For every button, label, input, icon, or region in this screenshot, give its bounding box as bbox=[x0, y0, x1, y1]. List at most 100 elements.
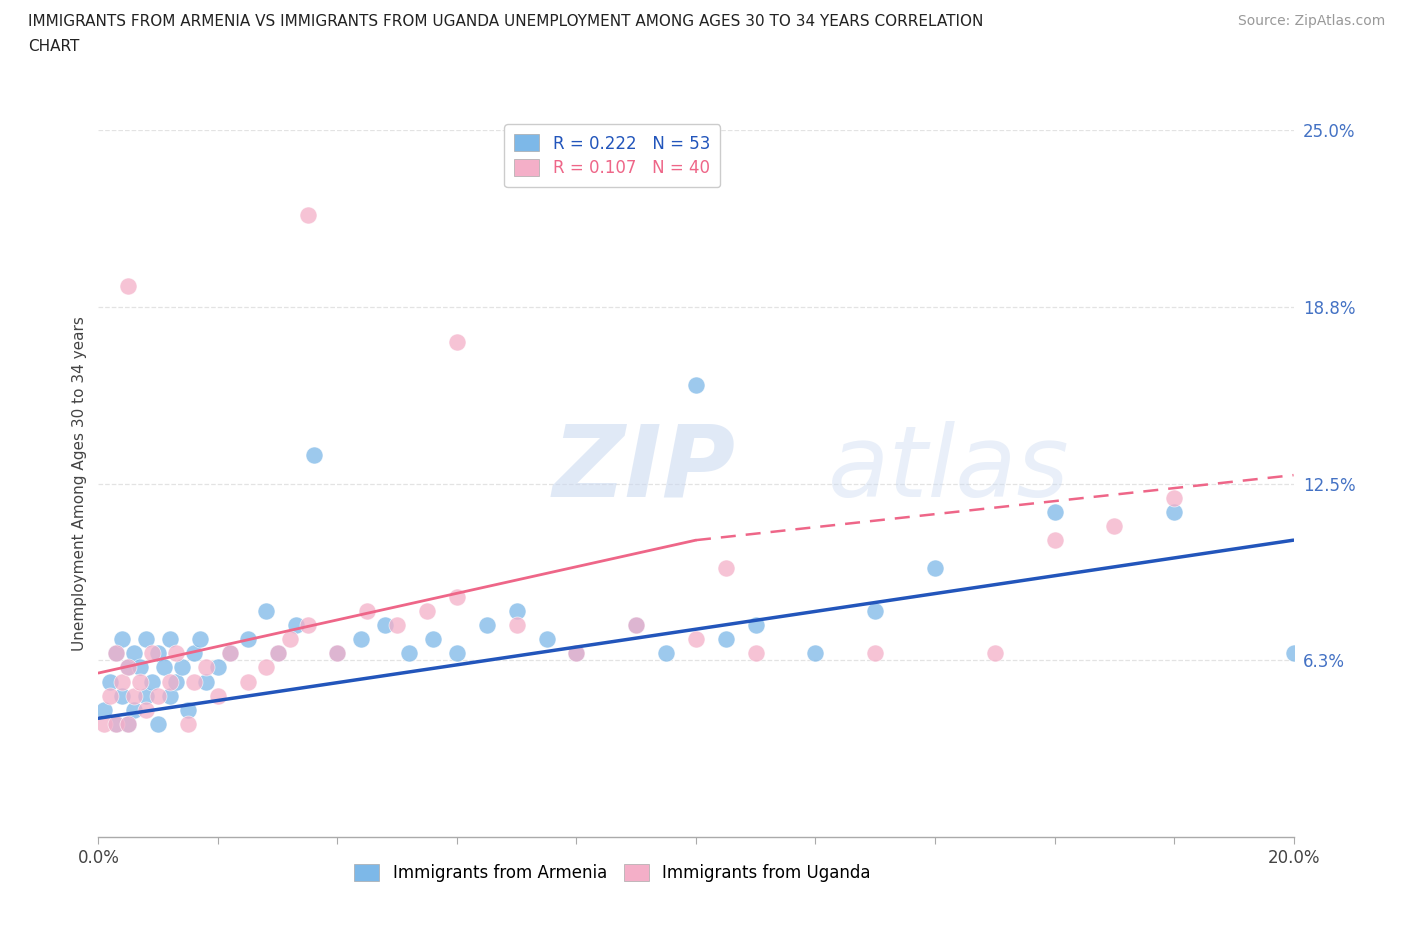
Point bbox=[195, 660, 218, 675]
Point bbox=[207, 660, 229, 675]
Point bbox=[105, 716, 128, 731]
Point bbox=[135, 702, 157, 717]
Point bbox=[236, 674, 259, 689]
Point bbox=[172, 660, 194, 675]
Point bbox=[385, 618, 409, 632]
Point bbox=[117, 660, 139, 675]
Point bbox=[105, 645, 128, 660]
Point bbox=[93, 702, 115, 717]
Point bbox=[1163, 504, 1185, 519]
Point bbox=[117, 716, 139, 731]
Point bbox=[536, 631, 558, 646]
Point bbox=[374, 618, 396, 632]
Point bbox=[100, 674, 122, 689]
Point bbox=[177, 702, 200, 717]
Text: IMMIGRANTS FROM ARMENIA VS IMMIGRANTS FROM UGANDA UNEMPLOYMENT AMONG AGES 30 TO : IMMIGRANTS FROM ARMENIA VS IMMIGRANTS FR… bbox=[28, 14, 983, 29]
Point bbox=[124, 702, 146, 717]
Point bbox=[1043, 533, 1066, 548]
Point bbox=[117, 278, 139, 293]
Point bbox=[267, 645, 290, 660]
Point bbox=[685, 378, 707, 392]
Point bbox=[685, 631, 707, 646]
Point bbox=[129, 674, 152, 689]
Point bbox=[1104, 519, 1126, 534]
Point bbox=[195, 674, 218, 689]
Point bbox=[117, 660, 139, 675]
Point bbox=[148, 716, 170, 731]
Point bbox=[356, 604, 378, 618]
Point bbox=[129, 660, 152, 675]
Point bbox=[148, 645, 170, 660]
Point bbox=[141, 645, 163, 660]
Point bbox=[177, 716, 200, 731]
Point bbox=[135, 631, 157, 646]
Point bbox=[350, 631, 373, 646]
Point bbox=[141, 674, 163, 689]
Text: atlas: atlas bbox=[827, 421, 1069, 518]
Point bbox=[924, 561, 946, 576]
Point bbox=[219, 645, 242, 660]
Point bbox=[165, 674, 187, 689]
Y-axis label: Unemployment Among Ages 30 to 34 years: Unemployment Among Ages 30 to 34 years bbox=[72, 316, 87, 651]
Point bbox=[135, 688, 157, 703]
Point bbox=[117, 716, 139, 731]
Point bbox=[267, 645, 290, 660]
Point bbox=[475, 618, 498, 632]
Point bbox=[111, 688, 134, 703]
Point bbox=[105, 645, 128, 660]
Point bbox=[183, 645, 205, 660]
Text: ZIP: ZIP bbox=[553, 421, 735, 518]
Point bbox=[326, 645, 349, 660]
Point bbox=[984, 645, 1007, 660]
Point bbox=[254, 604, 277, 618]
Point bbox=[124, 645, 146, 660]
Point bbox=[100, 688, 122, 703]
Point bbox=[93, 716, 115, 731]
Point bbox=[326, 645, 349, 660]
Point bbox=[219, 645, 242, 660]
Point bbox=[111, 631, 134, 646]
Point bbox=[804, 645, 827, 660]
Point bbox=[422, 631, 444, 646]
Legend: Immigrants from Armenia, Immigrants from Uganda: Immigrants from Armenia, Immigrants from… bbox=[344, 854, 880, 892]
Point bbox=[297, 207, 319, 222]
Point bbox=[124, 688, 146, 703]
Point bbox=[111, 674, 134, 689]
Point bbox=[865, 645, 887, 660]
Point bbox=[284, 618, 307, 632]
Point bbox=[745, 618, 768, 632]
Point bbox=[565, 645, 588, 660]
Point bbox=[183, 674, 205, 689]
Point bbox=[254, 660, 277, 675]
Point bbox=[159, 688, 181, 703]
Point bbox=[297, 618, 319, 632]
Point bbox=[1282, 645, 1305, 660]
Point bbox=[278, 631, 301, 646]
Point bbox=[165, 645, 187, 660]
Point bbox=[1163, 490, 1185, 505]
Point bbox=[446, 645, 468, 660]
Point bbox=[865, 604, 887, 618]
Point bbox=[714, 561, 737, 576]
Text: Source: ZipAtlas.com: Source: ZipAtlas.com bbox=[1237, 14, 1385, 28]
Point bbox=[416, 604, 439, 618]
Point bbox=[714, 631, 737, 646]
Point bbox=[506, 604, 529, 618]
Point bbox=[188, 631, 211, 646]
Point bbox=[626, 618, 648, 632]
Point bbox=[565, 645, 588, 660]
Point bbox=[398, 645, 420, 660]
Point bbox=[1043, 504, 1066, 519]
Point bbox=[236, 631, 259, 646]
Point bbox=[159, 674, 181, 689]
Point bbox=[506, 618, 529, 632]
Text: CHART: CHART bbox=[28, 39, 80, 54]
Point bbox=[626, 618, 648, 632]
Point bbox=[207, 688, 229, 703]
Point bbox=[745, 645, 768, 660]
Point bbox=[302, 448, 325, 463]
Point bbox=[446, 335, 468, 350]
Point bbox=[153, 660, 176, 675]
Point bbox=[105, 716, 128, 731]
Point bbox=[446, 590, 468, 604]
